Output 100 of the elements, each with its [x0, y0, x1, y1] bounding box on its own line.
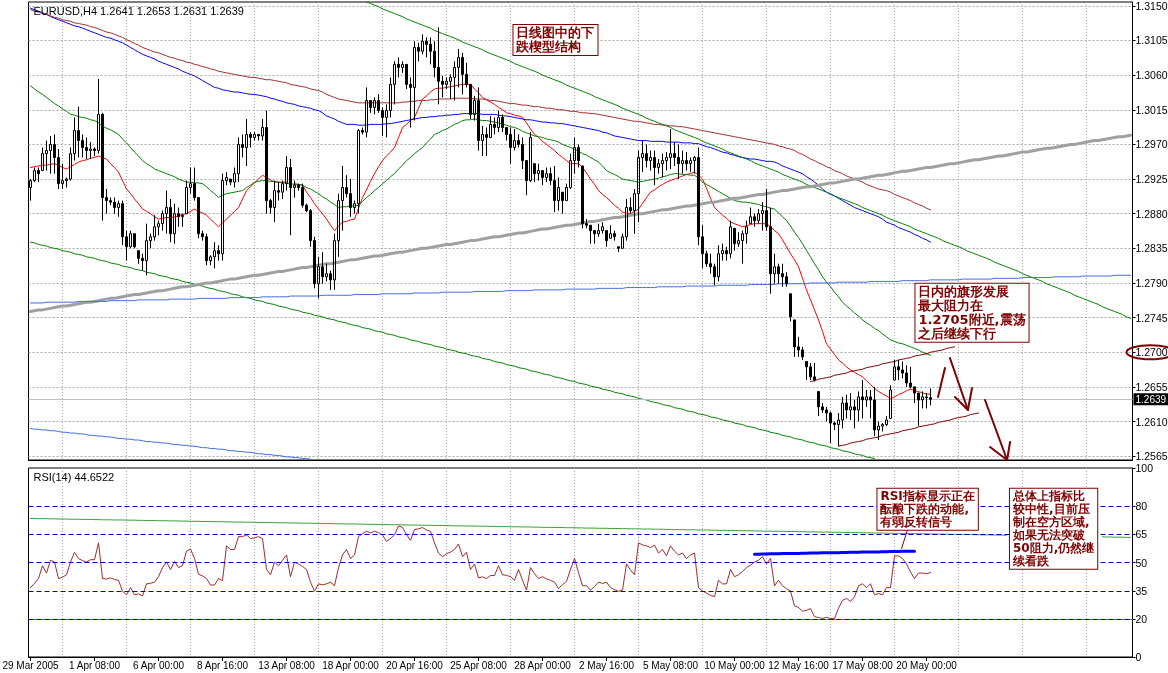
candlestick	[677, 143, 680, 180]
candlestick	[685, 151, 688, 172]
candlestick	[113, 197, 116, 215]
y-tick-label: 1.2700	[1135, 346, 1168, 359]
y-tick-label: 20	[1135, 613, 1148, 626]
candlestick	[581, 165, 584, 229]
candlestick	[817, 390, 820, 417]
candlestick	[357, 128, 360, 215]
x-tick-label: 20 Apr 16:00	[386, 659, 444, 671]
annotation: 总体上指标比较中性,目前压制在空方区域,如果无法突破50阻力,仍然继续看跌	[1011, 489, 1095, 569]
candlestick	[653, 150, 656, 186]
x-tick-label: 1 Apr 08:00	[68, 659, 121, 671]
candlestick	[829, 411, 832, 444]
candlestick	[905, 364, 908, 388]
candlestick	[781, 263, 784, 288]
candlestick	[45, 140, 48, 172]
x-tick-label: 29 Mar 2005	[2, 659, 60, 671]
y-tick-label: 65	[1135, 528, 1148, 541]
x-tick-label: 12 May 16:00	[768, 659, 830, 671]
x-tick-label: 25 Apr 08:00	[450, 659, 508, 671]
candlestick	[889, 384, 892, 419]
x-tick-label: 28 Apr 00:00	[514, 659, 572, 671]
candlestick	[553, 165, 556, 213]
x-tick-label: 6 Apr 00:00	[132, 659, 185, 671]
y-tick-label: 1.2835	[1135, 242, 1168, 255]
x-tick-label: 5 May 08:00	[642, 659, 699, 671]
candlestick	[273, 180, 276, 223]
candlestick	[669, 128, 672, 170]
x-tick-label: 10 May 00:00	[704, 659, 766, 671]
candlestick	[85, 136, 88, 160]
y-tick-label: 80	[1135, 499, 1148, 512]
candlestick	[873, 386, 876, 437]
candlestick	[145, 223, 148, 276]
candlestick	[793, 319, 796, 358]
candlestick	[897, 359, 900, 381]
y-tick-label: 1.2970	[1135, 138, 1168, 151]
y-tick-label: 1.2880	[1135, 207, 1168, 220]
candlestick	[77, 106, 80, 158]
x-tick-label: 17 May 08:00	[832, 659, 894, 671]
y-tick-label: 50	[1135, 556, 1148, 569]
x-tick-label: 18 Apr 00:00	[322, 659, 380, 671]
y-tick-label: 100	[1135, 462, 1154, 474]
candlestick	[133, 233, 136, 249]
line-series	[30, 427, 311, 460]
chart-title: EURUSD,H4 1.2641 1.2653 1.2631 1.2639	[33, 4, 244, 17]
candlestick	[729, 220, 732, 259]
candlestick	[301, 183, 304, 209]
candlestick	[89, 141, 92, 160]
x-tick-label: 20 May 00:00	[896, 659, 958, 671]
candlestick	[509, 126, 512, 165]
ref-line-label: 1.2639	[1135, 393, 1167, 405]
x-tick-label: 2 May 16:00	[578, 659, 635, 671]
line-series	[838, 412, 979, 447]
y-tick-label: 1.3060	[1135, 69, 1168, 82]
x-tick-label: 13 Apr 08:00	[258, 659, 316, 671]
candlestick	[497, 110, 500, 133]
y-tick-label: 1.3015	[1135, 103, 1168, 116]
candlestick	[537, 163, 540, 182]
candlestick	[265, 110, 268, 215]
candlestick	[789, 293, 792, 322]
candlestick	[645, 143, 648, 168]
candlestick	[805, 360, 808, 381]
candlestick	[717, 244, 720, 282]
candlestick	[661, 153, 664, 178]
candlestick	[477, 86, 480, 152]
candlestick	[461, 52, 464, 95]
line-series	[810, 346, 955, 382]
candlestick	[813, 362, 816, 382]
y-tick-label: 0	[1135, 651, 1142, 663]
candlestick	[349, 178, 352, 218]
annotation: 日内的旗形发展最大阻力在1.2705附近,震荡之后继续下行	[917, 284, 1026, 342]
candlestick	[809, 362, 812, 381]
candlestick	[925, 392, 928, 409]
candlestick	[893, 359, 896, 381]
candlestick	[437, 26, 440, 105]
y-tick-label: 1.3150	[1135, 0, 1168, 12]
candlestick	[221, 173, 224, 262]
candlestick	[213, 241, 216, 269]
annotation: 日线图中的下跌楔型结构	[515, 25, 595, 55]
y-tick-label: 1.2610	[1135, 415, 1168, 428]
y-tick-label: 1.3105	[1135, 34, 1168, 47]
candlestick	[365, 86, 368, 138]
annotation: RSI指标显示正在酝酿下跌的动能,有弱反转信号	[879, 489, 975, 530]
candlestick	[689, 156, 692, 173]
candlestick	[749, 207, 752, 225]
candlestick	[929, 387, 932, 406]
candlestick	[173, 203, 176, 245]
y-tick-label: 1.2925	[1135, 173, 1168, 186]
y-tick-label: 1.2745	[1135, 311, 1168, 324]
candlestick	[373, 96, 376, 115]
candlestick	[205, 233, 208, 266]
y-tick-label: 1.2565	[1135, 450, 1168, 463]
candlestick	[289, 158, 292, 236]
chart-title: RSI(14) 44.6522	[33, 470, 115, 483]
y-tick-label: 1.2790	[1135, 276, 1168, 289]
candlestick	[861, 379, 864, 419]
candlestick	[245, 118, 248, 167]
line-series	[30, 241, 875, 459]
y-tick-label: 35	[1135, 584, 1148, 597]
x-tick-label: 8 Apr 16:00	[196, 659, 249, 671]
